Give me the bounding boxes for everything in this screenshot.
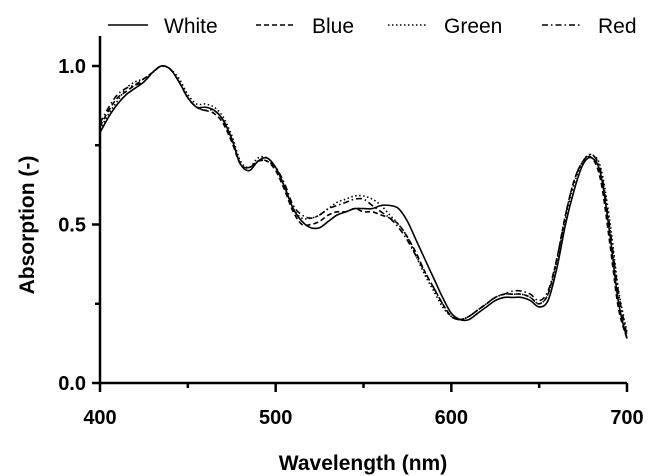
series-line-white bbox=[99, 65, 628, 339]
legend-label-white: White bbox=[164, 15, 218, 38]
legend-label-blue: Blue bbox=[312, 15, 354, 38]
x-axis-title: Wavelength (nm) bbox=[279, 452, 447, 475]
axes bbox=[98, 36, 627, 385]
x-tick-label: 400 bbox=[83, 407, 116, 429]
series-layer bbox=[99, 65, 628, 339]
x-ticks: 400 500 600 700 bbox=[83, 383, 644, 429]
series-line-green bbox=[99, 65, 628, 333]
x-tick-label: 600 bbox=[435, 407, 468, 429]
x-tick-label: 700 bbox=[610, 407, 643, 429]
y-axis-title: Absorption (-) bbox=[16, 156, 39, 295]
legend-label-green: Green bbox=[444, 15, 502, 38]
y-tick-label: 1.0 bbox=[58, 56, 86, 78]
y-tick-label: 0.5 bbox=[58, 215, 86, 237]
y-tick-label: 0.0 bbox=[58, 373, 86, 395]
y-ticks: 0.0 0.5 1.0 bbox=[58, 56, 100, 395]
legend: White Blue Green Red bbox=[108, 15, 637, 38]
series-line-blue bbox=[99, 65, 628, 339]
x-tick-label: 500 bbox=[259, 407, 292, 429]
legend-label-red: Red bbox=[598, 15, 637, 38]
